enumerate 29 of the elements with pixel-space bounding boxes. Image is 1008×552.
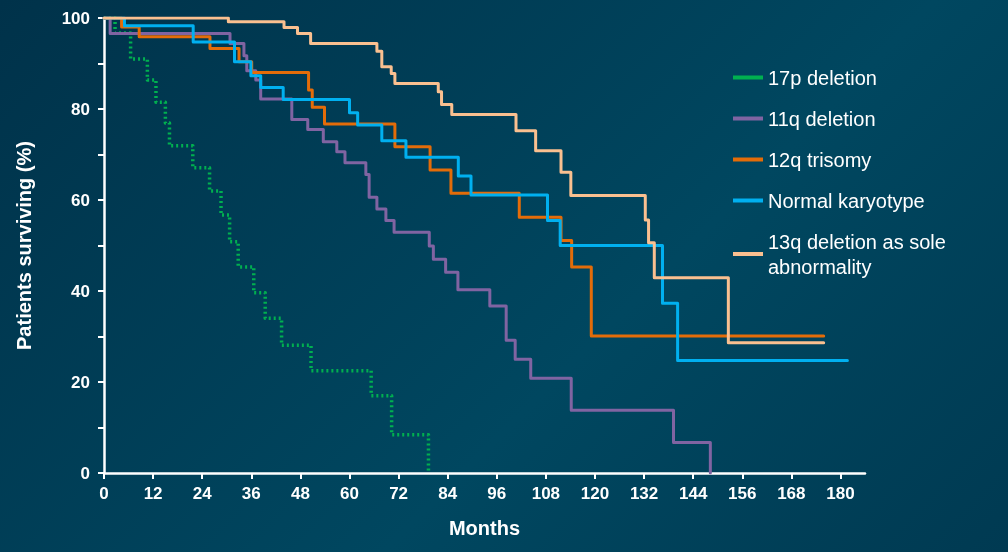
x-tick-label: 0: [99, 484, 109, 503]
x-tick-label: 24: [192, 484, 213, 503]
x-tick-label: 132: [629, 484, 659, 503]
x-tick-label: 36: [241, 484, 261, 503]
x-tick-label: 180: [826, 484, 855, 503]
x-tick-label: 120: [580, 484, 610, 503]
legend-label: 12q trisomy: [768, 148, 872, 171]
legend-label: Normal karyotype: [768, 189, 925, 212]
x-tick-label: 60: [340, 484, 359, 503]
x-tick-label: 12: [143, 484, 163, 503]
y-tick-label: 40: [71, 281, 90, 301]
y-tick-label: 80: [71, 99, 90, 119]
legend-label: 11q deletion: [768, 107, 876, 130]
x-tick-label: 156: [728, 484, 757, 503]
x-tick-label: 108: [531, 484, 561, 503]
x-axis-title: Months: [448, 517, 521, 539]
legend-label: 17p deletion: [768, 66, 877, 89]
y-tick-label: 0: [80, 463, 90, 483]
legend-label: 13q deletion as sole abnormality: [768, 230, 952, 278]
x-tick-label: 48: [290, 484, 310, 503]
x-tick-label: 168: [777, 484, 806, 503]
y-axis-title: Patients surviving (%): [13, 141, 35, 350]
y-tick-label: 20: [71, 372, 90, 392]
x-tick-label: 96: [487, 484, 507, 503]
y-tick-label: 60: [71, 190, 90, 210]
x-tick-label: 84: [438, 484, 458, 503]
x-tick-label: 72: [389, 484, 409, 503]
x-tick-label: 144: [678, 484, 708, 503]
y-tick-label: 100: [61, 8, 90, 28]
